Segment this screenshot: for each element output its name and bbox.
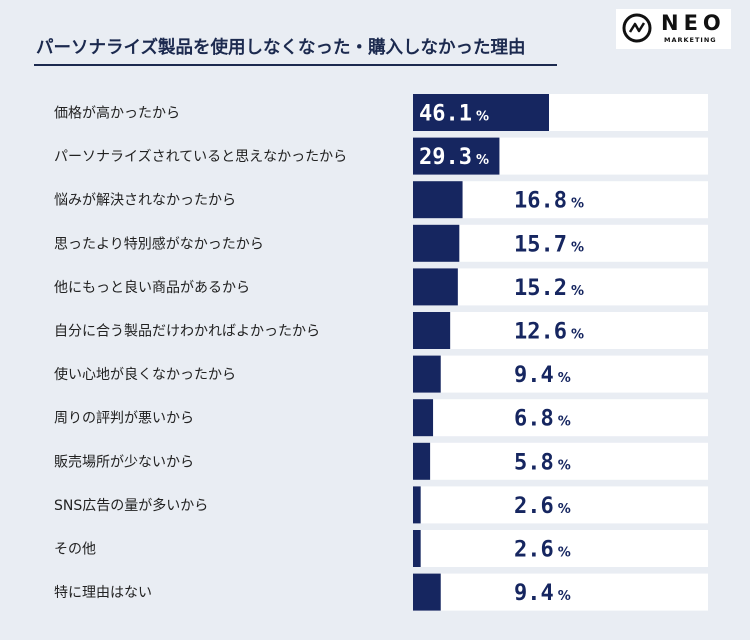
data-label-unit: % — [558, 458, 571, 473]
bar — [413, 530, 421, 567]
data-label-value: 12.6 — [514, 320, 567, 345]
data-label: 15.2% — [514, 276, 584, 301]
bar — [413, 355, 441, 393]
logo-subtext: MARKETING — [664, 36, 717, 44]
category-label: パーソナライズされていると思えなかったから — [54, 149, 347, 165]
data-label-unit: % — [571, 328, 584, 343]
data-label: 2.6% — [514, 494, 571, 519]
data-label-value: 6.8 — [514, 407, 554, 432]
data-label-value: 46.1 — [419, 102, 472, 127]
category-label: 周りの評判が悪いから — [54, 411, 194, 427]
bar-track — [413, 442, 708, 480]
data-label-value: 9.4 — [514, 581, 554, 606]
category-label: 使い心地が良くなかったから — [54, 366, 236, 383]
category-label: 自分に合う製品だけわかればよかったから — [54, 324, 320, 340]
data-label-unit: % — [476, 153, 489, 168]
category-label: 販売場所が少ないから — [54, 454, 194, 470]
bar — [413, 442, 431, 480]
data-label: 29.3% — [419, 145, 489, 170]
bar-track — [413, 530, 708, 567]
data-label-value: 9.4 — [514, 363, 554, 388]
data-label: 46.1% — [419, 102, 489, 127]
bar — [413, 268, 458, 306]
data-label-value: 15.7 — [514, 232, 567, 257]
data-label: 9.4% — [514, 363, 571, 388]
data-label-value: 29.3 — [419, 145, 472, 170]
data-label-unit: % — [558, 371, 571, 386]
data-label: 5.8% — [514, 450, 571, 475]
data-label-unit: % — [476, 110, 489, 125]
category-label: 価格が高かったから — [54, 105, 180, 122]
data-label-unit: % — [558, 546, 571, 561]
data-label-unit: % — [571, 284, 584, 299]
data-label-value: 2.6 — [514, 538, 554, 563]
data-label-value: 16.8 — [514, 189, 567, 214]
data-label-value: 5.8 — [514, 450, 554, 475]
data-label: 9.4% — [514, 581, 571, 606]
data-label-unit: % — [558, 589, 571, 604]
data-label: 6.8% — [514, 407, 571, 432]
bar-track — [413, 399, 708, 437]
data-label-unit: % — [558, 415, 571, 430]
bar — [413, 137, 500, 175]
data-label-unit: % — [571, 197, 584, 212]
data-label-unit: % — [571, 240, 584, 255]
category-label: 思ったより特別感がなかったから — [54, 235, 264, 252]
bar — [413, 94, 549, 131]
bar-track — [413, 573, 708, 611]
category-label: その他 — [54, 542, 96, 558]
category-label: 特に理由はない — [54, 585, 152, 601]
logo-circle-icon — [622, 13, 652, 43]
data-label-value: 2.6 — [514, 494, 554, 519]
category-label: 悩みが解決されなかったから — [54, 193, 236, 209]
data-label: 16.8% — [514, 189, 584, 214]
bar-track — [413, 486, 708, 524]
chart-title: パーソナライズ製品を使用しなくなった・購入しなかった理由 — [36, 38, 526, 58]
bar — [413, 486, 421, 524]
neo-marketing-logo: NEO MARKETING — [616, 9, 731, 49]
logo-wordmark: NEO — [661, 11, 726, 35]
bar-track — [413, 312, 708, 349]
bar — [413, 573, 441, 611]
category-label: SNS広告の量が多いから — [54, 497, 208, 514]
bar-track — [413, 268, 708, 306]
data-label-value: 15.2 — [514, 276, 567, 301]
bar-track — [413, 355, 708, 393]
data-label-unit: % — [558, 502, 571, 517]
bar — [413, 224, 460, 262]
data-label: 15.7% — [514, 232, 584, 257]
category-label: 他にもっと良い商品があるから — [54, 280, 250, 296]
bar-track — [413, 224, 708, 262]
data-label: 2.6% — [514, 538, 571, 563]
data-label: 12.6% — [514, 320, 584, 345]
bar — [413, 312, 451, 349]
title-underline — [34, 64, 557, 66]
bar — [413, 399, 434, 437]
bar — [413, 181, 463, 219]
